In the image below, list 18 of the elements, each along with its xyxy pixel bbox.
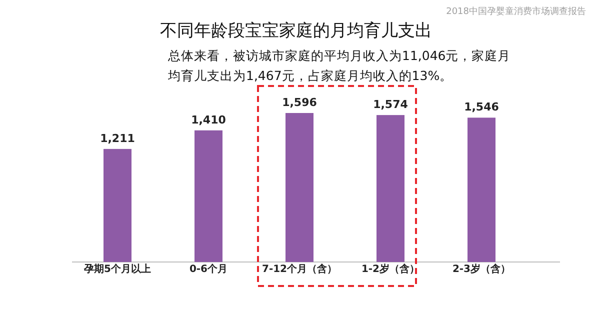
- data-label: 1,574: [373, 98, 408, 112]
- chart-subtitle: 总体来看，被访城市家庭的平均月收入为11,046元，家庭月均育儿支出为1,467元，占家庭月均收入的13%。: [168, 47, 512, 85]
- bar: [468, 118, 496, 262]
- data-label: 1,211: [100, 132, 135, 145]
- x-tick-label: 0-6个月: [189, 263, 228, 275]
- chart-title: 不同年龄段宝宝家庭的月均育儿支出: [160, 21, 432, 41]
- x-tick-label: 7-12个月（含）: [262, 263, 338, 275]
- data-label: 1,410: [191, 113, 226, 126]
- bar: [194, 130, 222, 262]
- x-tick-label: 孕期5个月以上: [83, 263, 151, 275]
- text: 2018中国孕婴童消费市场调查报告: [446, 6, 586, 17]
- x-tick-label: 2-3岁（含）: [452, 263, 511, 275]
- bar: [376, 115, 404, 262]
- data-label: 1,546: [464, 100, 500, 114]
- bar: [286, 113, 314, 262]
- bar: [104, 148, 132, 262]
- data-label: 1,596: [282, 96, 318, 109]
- x-tick-label: 1-2岁（含）: [361, 263, 420, 275]
